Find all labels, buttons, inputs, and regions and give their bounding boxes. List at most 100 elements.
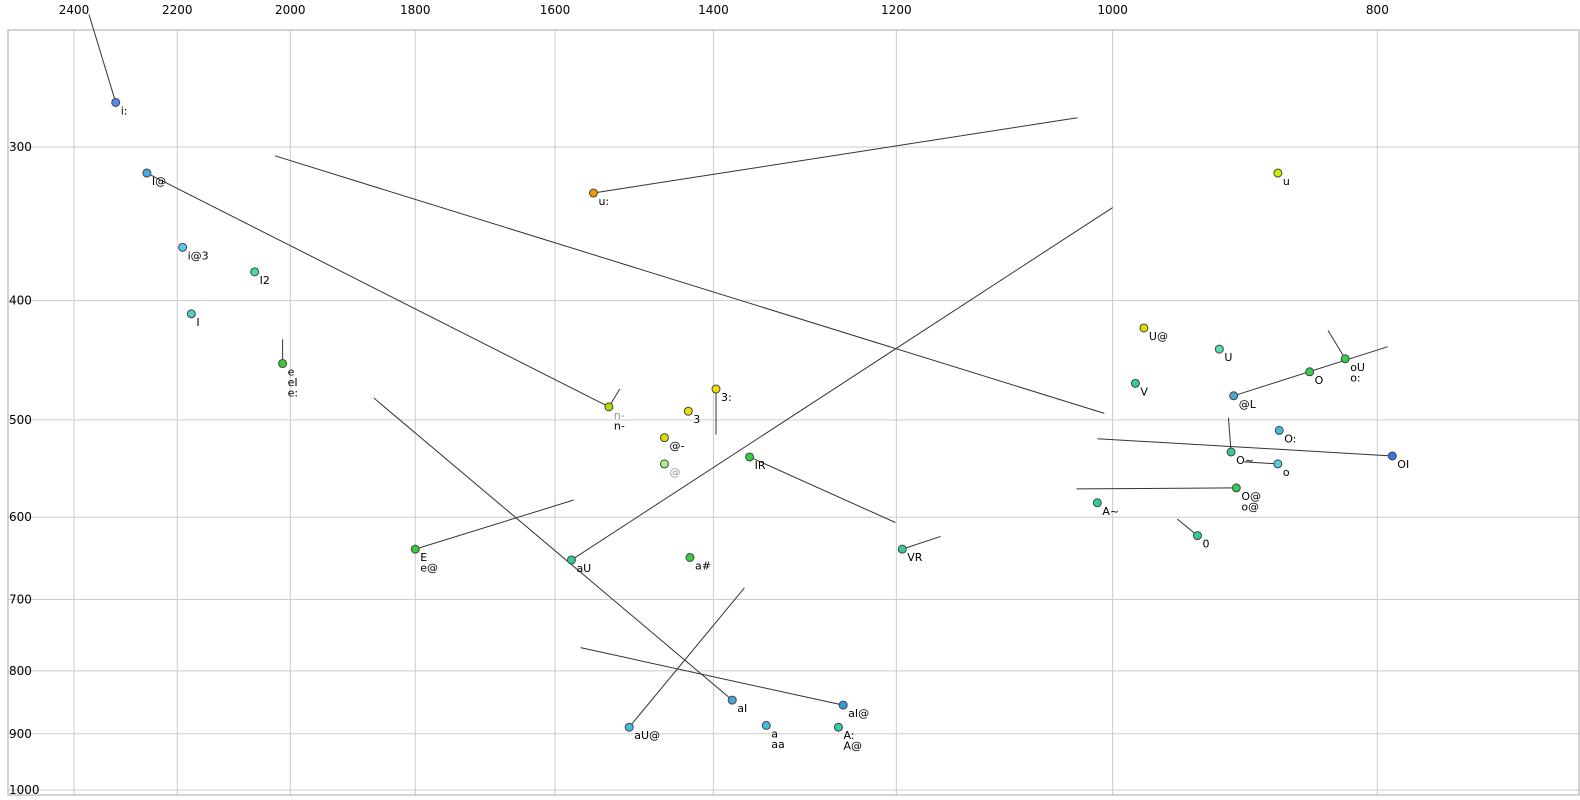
point-label: O~	[1236, 454, 1254, 467]
data-point-a#[interactable]	[685, 552, 695, 562]
point-label: o	[1283, 466, 1290, 479]
point-label: aU	[576, 562, 591, 575]
data-point-u[interactable]	[1273, 168, 1283, 178]
point-label: aI@	[848, 707, 869, 720]
point-label: O:	[1284, 432, 1296, 445]
x-tick-label: 1000	[1097, 3, 1128, 17]
data-point-I[interactable]	[186, 309, 196, 319]
point-label: A~	[1102, 505, 1119, 518]
trajectory-line-8	[415, 499, 574, 550]
point-label: aI	[737, 702, 747, 715]
data-point-V[interactable]	[1130, 378, 1140, 388]
data-point-3:[interactable]	[711, 384, 721, 394]
data-point-@L[interactable]	[1229, 391, 1239, 401]
data-point-aU@[interactable]	[624, 722, 634, 732]
point-label: OI	[1397, 458, 1409, 471]
point-label: I	[196, 316, 199, 329]
data-point-a[interactable]	[761, 720, 771, 730]
y-tick-label: 300	[9, 140, 32, 154]
data-point-U@[interactable]	[1139, 323, 1149, 333]
data-point-u:[interactable]	[588, 188, 598, 198]
trajectory-line-9	[571, 207, 1113, 561]
point-label: I@	[152, 175, 166, 188]
y-tick-label: 900	[9, 727, 32, 741]
point-label: e:	[288, 387, 298, 400]
point-label: 0	[1202, 538, 1209, 551]
x-tick-label: 800	[1366, 3, 1389, 17]
y-tick-label: 1000	[9, 783, 40, 797]
point-label: @-	[669, 440, 684, 453]
data-point-I2[interactable]	[250, 267, 260, 277]
data-point-aU[interactable]	[566, 555, 576, 565]
point-label: @L	[1239, 398, 1257, 411]
data-point-VR[interactable]	[897, 544, 907, 554]
point-label: eI	[288, 376, 298, 389]
point-label: e@	[420, 562, 438, 575]
data-point-aI[interactable]	[727, 695, 737, 705]
data-point-O[interactable]	[1305, 367, 1315, 377]
data-point-IR[interactable]	[745, 452, 755, 462]
data-point-0[interactable]	[1192, 531, 1202, 541]
data-point-o[interactable]	[1273, 459, 1283, 469]
y-tick-label: 800	[9, 664, 32, 678]
point-label: n-	[614, 409, 625, 422]
y-tick-label: 600	[9, 510, 32, 524]
plot-border	[7, 29, 1580, 796]
point-label: IR	[755, 459, 766, 472]
y-tick-label: 400	[9, 294, 32, 308]
trajectory-line-3	[593, 117, 1078, 194]
trajectory-line-11	[628, 587, 745, 728]
data-point-i@3[interactable]	[178, 242, 188, 252]
point-label: o@	[1241, 500, 1259, 513]
trajectory-line-13	[902, 535, 941, 550]
point-label: a	[771, 727, 778, 740]
point-label: 3	[693, 413, 700, 426]
point-label: o:	[1350, 371, 1360, 384]
trajectory-line-10	[373, 397, 733, 701]
data-point-3[interactable]	[683, 406, 693, 416]
x-tick-label: 2000	[275, 3, 306, 17]
point-label: O	[1315, 374, 1324, 387]
trajectory-line-12	[580, 647, 844, 706]
point-label: U@	[1149, 330, 1168, 343]
data-point-E[interactable]	[410, 544, 420, 554]
data-point-aI@[interactable]	[838, 700, 848, 710]
data-point-I@[interactable]	[142, 168, 152, 178]
point-label: U	[1224, 351, 1232, 364]
point-label: V	[1140, 385, 1148, 398]
data-point-oU[interactable]	[1340, 354, 1350, 364]
data-point-O~[interactable]	[1226, 447, 1236, 457]
point-label: u:	[598, 195, 609, 208]
point-label: e	[288, 366, 295, 379]
data-point-@-[interactable]	[659, 433, 669, 443]
data-point-A~[interactable]	[1092, 498, 1102, 508]
data-point-O@[interactable]	[1231, 483, 1241, 493]
data-point-OI[interactable]	[1387, 451, 1397, 461]
point-label: i@3	[188, 249, 209, 262]
point-label: n-	[614, 419, 625, 432]
point-label: aa	[771, 738, 784, 751]
trajectory-line-18	[1076, 487, 1237, 490]
trajectory-line-2	[274, 155, 1105, 414]
point-label: I2	[260, 274, 270, 287]
x-tick-label: 2200	[162, 3, 193, 17]
data-point-e[interactable]	[278, 359, 288, 369]
x-tick-label: 1200	[881, 3, 912, 17]
point-label: A:	[843, 729, 854, 742]
x-tick-label: 1400	[698, 3, 729, 17]
data-point-@[interactable]	[659, 459, 669, 469]
data-point-O:[interactable]	[1274, 425, 1284, 435]
trajectory-line-0	[88, 14, 117, 103]
x-tick-label: 1800	[400, 3, 431, 17]
data-point-U[interactable]	[1214, 344, 1224, 354]
data-point-A:[interactable]	[833, 722, 843, 732]
data-point-n-[interactable]	[604, 402, 614, 412]
trajectory-line-14	[1327, 330, 1346, 360]
trajectory-line-1	[146, 172, 610, 408]
point-label: 3:	[721, 391, 732, 404]
point-label: oU	[1350, 361, 1365, 374]
data-point-i:[interactable]	[111, 97, 121, 107]
